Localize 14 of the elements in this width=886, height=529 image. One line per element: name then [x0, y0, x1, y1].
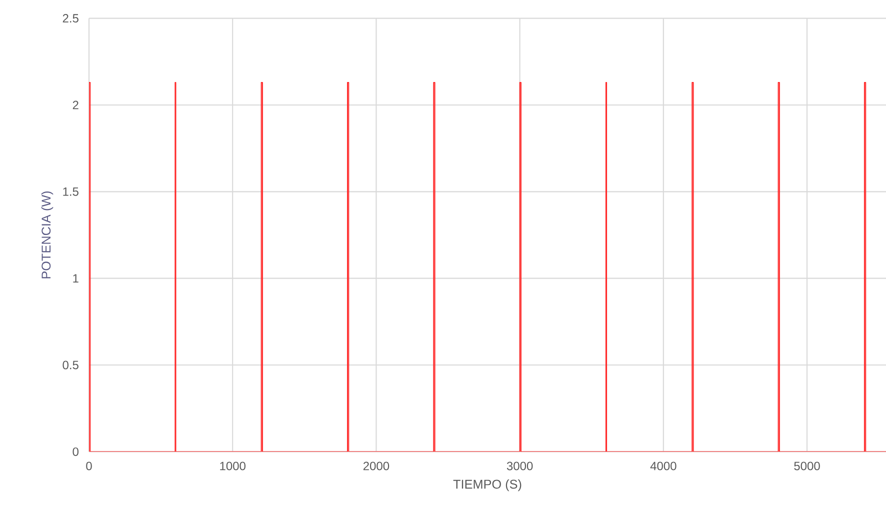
y-axis-title: POTENCIA (W)	[41, 191, 54, 278]
x-tick-label: 2000	[363, 462, 390, 470]
y-tick-label: 0	[72, 447, 78, 456]
y-tick-label: 1	[73, 274, 78, 282]
y-tick-label: 2.5	[62, 14, 78, 23]
y-tick-label: 1.5	[63, 187, 78, 196]
x-tick-label: 3000	[506, 462, 533, 470]
x-axis-title: TIEMPO (S)	[453, 479, 522, 492]
x-tick-label: 0	[86, 462, 92, 470]
x-tick-label: 1000	[220, 462, 246, 470]
x-tick-label: 5000	[794, 462, 820, 470]
x-tick-label: 4000	[650, 462, 676, 470]
y-tick-label: 2	[72, 100, 78, 110]
y-tick-label: 0.5	[62, 360, 78, 370]
